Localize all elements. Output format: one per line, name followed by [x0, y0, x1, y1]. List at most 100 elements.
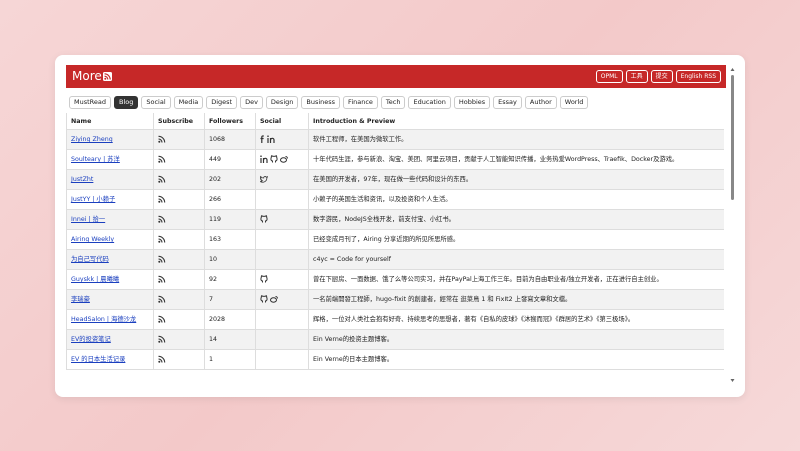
tab[interactable]: Tech: [380, 96, 406, 109]
table-row: EV 的日本生活记录 1 Ein Verne的日本主题博客。: [66, 349, 724, 370]
social-icon[interactable]: [280, 155, 288, 163]
name-link[interactable]: Ziying Zheng: [71, 136, 113, 143]
column-header: Name: [66, 113, 154, 130]
rss-icon[interactable]: [158, 275, 166, 283]
rss-icon[interactable]: [158, 335, 166, 343]
followers-cell: 449: [204, 149, 256, 170]
social-icon[interactable]: [260, 295, 268, 303]
social-icon[interactable]: [260, 275, 268, 283]
subscribe-cell: [153, 189, 205, 210]
name-link[interactable]: Guyskk | 晨曦曦: [71, 276, 120, 283]
social-cell: [255, 249, 309, 270]
rss-icon[interactable]: [158, 255, 166, 263]
name-link[interactable]: EV的投资笔记: [71, 336, 111, 343]
subscribe-cell: [153, 229, 205, 250]
social-cell: [255, 289, 309, 310]
name-cell: Airing Weekly: [66, 229, 154, 250]
social-icon[interactable]: [260, 135, 265, 143]
social-icon[interactable]: [270, 295, 278, 303]
header-button[interactable]: OPML: [595, 70, 623, 83]
subscribe-cell: [153, 209, 205, 230]
table-container: Name Subscribe Followers Social Introduction…: [66, 113, 724, 385]
name-link[interactable]: JustYY | 小赖子: [71, 196, 116, 203]
tab[interactable]: Hobbies: [453, 96, 491, 109]
intro-cell: 一名前端開發工程師，hugo-fixit 的創建者，經常在 逛菜鳥 1 和 Fi…: [308, 289, 724, 310]
header-title: More: [72, 69, 102, 83]
tab[interactable]: MustRead: [69, 96, 111, 109]
tab[interactable]: Design: [265, 96, 299, 109]
table-row: EV的投资笔记 14 Ein Verne的投资主题博客。: [66, 329, 724, 350]
tab[interactable]: Social: [141, 96, 171, 109]
rss-icon[interactable]: [158, 235, 166, 243]
name-link[interactable]: Airing Weekly: [71, 236, 115, 243]
social-cell: [255, 229, 309, 250]
name-link[interactable]: Innei | 拾一: [71, 216, 106, 223]
social-cell: [255, 349, 309, 370]
subscribe-cell: [153, 149, 205, 170]
header-button[interactable]: 提交: [650, 70, 673, 83]
table-row: JustYY | 小赖子 266 小赖子的英国生活和资讯，以及投资和个人生活。: [66, 189, 724, 210]
social-icon[interactable]: [258, 175, 269, 183]
tab[interactable]: Finance: [343, 96, 378, 109]
table-row: Soulteary | 苏洋 449 十年代码生涯，参与新浪、淘宝、美团、阿里云项目…: [66, 149, 724, 170]
rss-icon[interactable]: [158, 135, 166, 143]
header-row: Name Subscribe Followers Social Introduction…: [66, 113, 724, 130]
social-cell: [255, 309, 309, 330]
name-link[interactable]: JustZht: [71, 176, 94, 183]
followers-cell: 92: [204, 269, 256, 290]
rss-icon[interactable]: [158, 155, 166, 163]
name-link[interactable]: 李瑞豪: [71, 296, 90, 303]
column-header: Introduction & Preview: [308, 113, 724, 130]
subscribe-cell: [153, 129, 205, 150]
intro-cell: 软件工程师，在美国为微软工作。: [308, 129, 724, 150]
tab[interactable]: Digest: [206, 96, 238, 109]
social-icon[interactable]: [270, 155, 278, 163]
name-link[interactable]: 为自己写代码: [71, 256, 109, 263]
social-cell: [255, 149, 309, 170]
table-row: JustZht 202 在美国的开发者，97年，现在做一些代码和设计的东西。: [66, 169, 724, 190]
intro-cell: 已经变成月刊了，Airing 分享近期的所见所思所感。: [308, 229, 724, 250]
rss-icon[interactable]: [158, 355, 166, 363]
social-icon[interactable]: [260, 155, 268, 163]
rss-icon[interactable]: [158, 315, 166, 323]
social-cell: [255, 169, 309, 190]
tab[interactable]: Essay: [493, 96, 522, 109]
social-cell: [255, 129, 309, 150]
tabs: MustRead Blog Social Media Digest Dev Design Bu…: [69, 96, 589, 109]
followers-cell: 266: [204, 189, 256, 210]
name-cell: HeadSalon | 海德沙龙: [66, 309, 154, 330]
subscribe-cell: [153, 349, 205, 370]
tab[interactable]: Business: [301, 96, 341, 109]
social-cell: [255, 189, 309, 210]
tab[interactable]: Dev: [240, 96, 263, 109]
rss-icon[interactable]: [158, 295, 166, 303]
intro-cell: 小赖子的英国生活和资讯，以及投资和个人生活。: [308, 189, 724, 210]
tab[interactable]: Author: [524, 96, 557, 109]
table: Name Subscribe Followers Social Introduction…: [66, 113, 724, 370]
header-button[interactable]: English RSS: [675, 70, 721, 83]
tab[interactable]: World: [559, 96, 589, 109]
table-row: 为自己写代码 10 c4yc = Code for yourself: [66, 249, 724, 270]
tab[interactable]: Media: [173, 96, 204, 109]
name-cell: 为自己写代码: [66, 249, 154, 270]
name-link[interactable]: Soulteary | 苏洋: [71, 156, 120, 163]
followers-cell: 119: [204, 209, 256, 230]
table-row: Airing Weekly 163 已经变成月刊了，Airing 分享近期的所见所思…: [66, 229, 724, 250]
name-link[interactable]: HeadSalon | 海德沙龙: [71, 316, 137, 323]
followers-cell: 1068: [204, 129, 256, 150]
table-row: HeadSalon | 海德沙龙 2028 辉格，一位对人类社会抱有好奇、持续思考的…: [66, 309, 724, 330]
subscribe-cell: [153, 249, 205, 270]
rss-icon[interactable]: [158, 175, 166, 183]
social-icon[interactable]: [260, 215, 268, 223]
header-button[interactable]: 工具: [625, 70, 648, 83]
name-cell: 李瑞豪: [66, 289, 154, 310]
name-cell: JustZht: [66, 169, 154, 190]
intro-cell: 曾在下厨房、一面数据、饿了么等公司实习，并在PayPal上海工作三年。目前为自由…: [308, 269, 724, 290]
tab[interactable]: Education: [408, 96, 451, 109]
rss-icon[interactable]: [158, 215, 166, 223]
rss-icon[interactable]: [158, 195, 166, 203]
tab[interactable]: Blog: [114, 96, 139, 109]
social-icon[interactable]: [267, 135, 275, 143]
name-link[interactable]: EV 的日本生活记录: [71, 356, 126, 363]
